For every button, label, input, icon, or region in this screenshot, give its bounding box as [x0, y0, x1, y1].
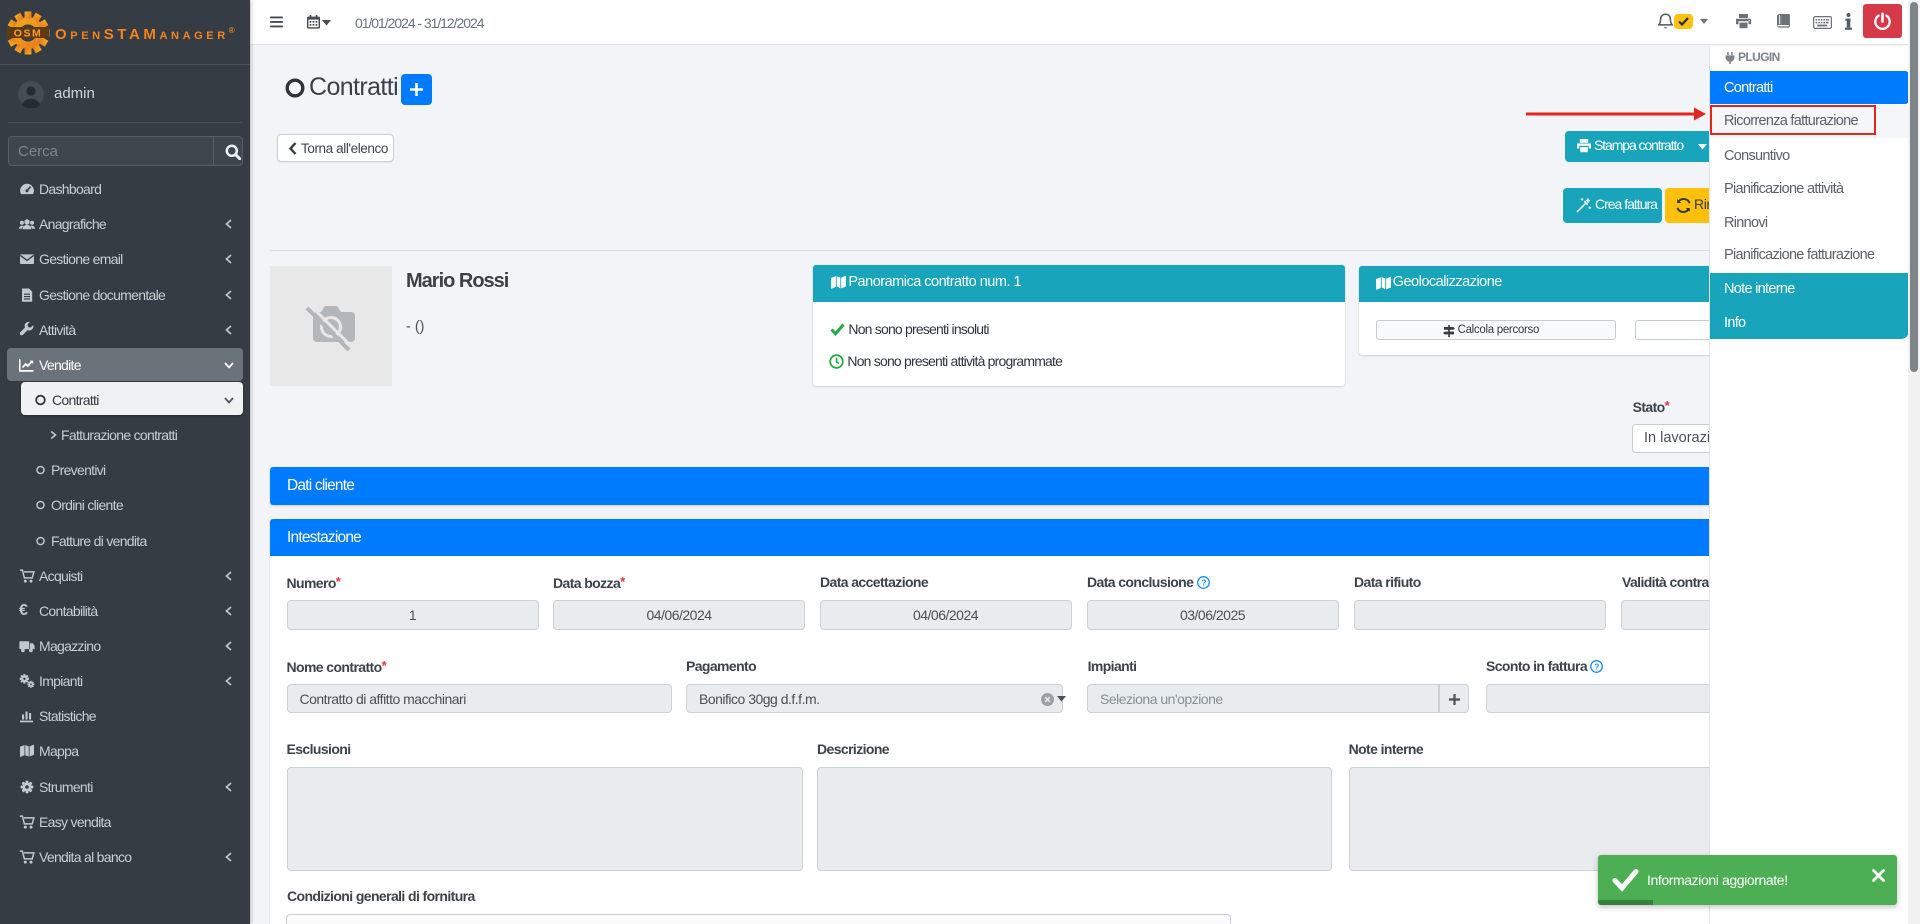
svg-text:?: ?: [1201, 577, 1206, 587]
svg-text:?: ?: [1595, 661, 1600, 671]
svg-text:OSM: OSM: [14, 28, 42, 40]
